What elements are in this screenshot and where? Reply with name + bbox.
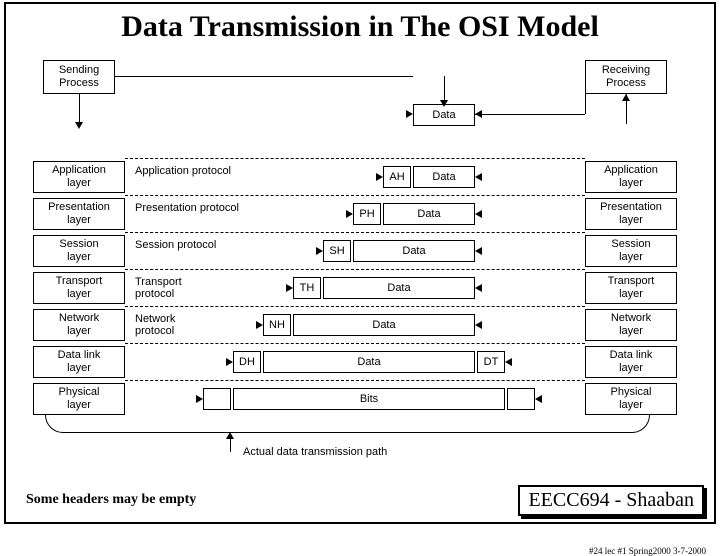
data-4: Data xyxy=(293,314,475,336)
arrow-out-2 xyxy=(475,247,482,255)
arrow-in-0 xyxy=(376,173,383,181)
left-layer-4: Network layer xyxy=(33,309,125,341)
data-0: Data xyxy=(413,166,475,188)
dash-5 xyxy=(125,343,585,344)
arrow-out-6 xyxy=(535,395,542,403)
arrow-out-5 xyxy=(505,358,512,366)
data-top: Data xyxy=(413,104,475,126)
arrow-in-4 xyxy=(256,321,263,329)
header-2: SH xyxy=(323,240,351,262)
arrow-in-3 xyxy=(286,284,293,292)
osi-diagram: Sending Process Receiving Process Data A… xyxy=(15,54,705,454)
left-layer-2: Session layer xyxy=(33,235,125,267)
header-6 xyxy=(203,388,231,410)
arrow-in-2 xyxy=(316,247,323,255)
arrow-out-4 xyxy=(475,321,482,329)
arrow-out-0 xyxy=(475,173,482,181)
protocol-label-2: Session protocol xyxy=(135,239,216,251)
dash-1 xyxy=(125,195,585,196)
dash-6 xyxy=(125,380,585,381)
left-layer-5: Data link layer xyxy=(33,346,125,378)
arrow-in-5 xyxy=(226,358,233,366)
right-layer-3: Transport layer xyxy=(585,272,677,304)
receiving-process: Receiving Process xyxy=(585,60,667,94)
left-layer-0: Application layer xyxy=(33,161,125,193)
header-5: DH xyxy=(233,351,261,373)
sending-process: Sending Process xyxy=(43,60,115,94)
right-layer-2: Session layer xyxy=(585,235,677,267)
right-layer-5: Data link layer xyxy=(585,346,677,378)
empty-headers-note: Some headers may be empty xyxy=(26,492,196,508)
page-title: Data Transmission in The OSI Model xyxy=(6,4,714,54)
left-layer-6: Physical layer xyxy=(33,383,125,415)
dash-3 xyxy=(125,269,585,270)
header-3: TH xyxy=(293,277,321,299)
arrow-out-3 xyxy=(475,284,482,292)
trailer-5: DT xyxy=(477,351,505,373)
protocol-label-1: Presentation protocol xyxy=(135,202,239,214)
path-note: Actual data transmission path xyxy=(243,446,387,458)
data-2: Data xyxy=(353,240,475,262)
left-layer-3: Transport layer xyxy=(33,272,125,304)
trailer-6 xyxy=(507,388,535,410)
header-1: PH xyxy=(353,203,381,225)
arrow-in-6 xyxy=(196,395,203,403)
right-layer-0: Application layer xyxy=(585,161,677,193)
data-3: Data xyxy=(323,277,475,299)
header-0: AH xyxy=(383,166,411,188)
right-layer-6: Physical layer xyxy=(585,383,677,415)
arrow-in-1 xyxy=(346,210,353,218)
data-6: Bits xyxy=(233,388,505,410)
dash-0 xyxy=(125,158,585,159)
protocol-label-4: Network protocol xyxy=(135,313,175,337)
footer-meta: #24 lec #1 Spring2000 3-7-2000 xyxy=(589,546,706,556)
right-layer-4: Network layer xyxy=(585,309,677,341)
protocol-label-3: Transport protocol xyxy=(135,276,182,300)
dash-4 xyxy=(125,306,585,307)
course-footer: EECC694 - Shaaban xyxy=(518,485,704,516)
protocol-label-0: Application protocol xyxy=(135,165,231,177)
data-5: Data xyxy=(263,351,475,373)
header-4: NH xyxy=(263,314,291,336)
left-layer-1: Presentation layer xyxy=(33,198,125,230)
data-1: Data xyxy=(383,203,475,225)
right-layer-1: Presentation layer xyxy=(585,198,677,230)
arrow-out-1 xyxy=(475,210,482,218)
dash-2 xyxy=(125,232,585,233)
